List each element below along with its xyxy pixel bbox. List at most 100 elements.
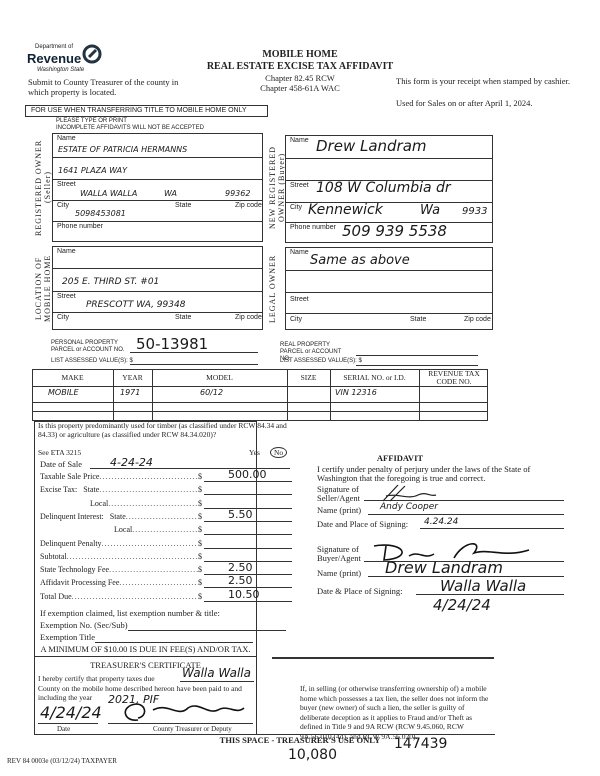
buyer-city-label: City — [290, 204, 303, 211]
fee-label: State Technology Fee — [40, 565, 110, 575]
buyer-state[interactable]: Wa — [420, 203, 441, 218]
fee-value[interactable]: 500.00 — [228, 468, 267, 481]
exemption-no-label: Exemption No. (Sec/Sub) — [40, 620, 128, 630]
fee-label: Local — [90, 498, 109, 508]
fee-leader-dots: ........................................… — [99, 485, 198, 495]
buyer-place[interactable]: Walla Walla — [440, 577, 527, 595]
location-section-label: LOCATION OF MOBILE HOME — [34, 254, 52, 323]
cell-year[interactable]: 1971 — [120, 388, 141, 397]
chapter-rcw: Chapter 82.45 RCW — [265, 73, 335, 83]
dor-logo: Department of Revenue Washington State — [27, 44, 102, 76]
dollar-sign: $ — [198, 578, 202, 588]
seller-city-label: City — [57, 202, 70, 209]
seller-state[interactable]: WA — [164, 189, 177, 198]
seller-zip[interactable]: 99362 — [225, 189, 251, 198]
dollar-sign: $ — [198, 551, 202, 561]
used-for-note: Used for Sales on or after April 1, 2024… — [396, 98, 533, 108]
personal-parcel-value[interactable]: 50-13981 — [136, 335, 209, 353]
seller-name-print[interactable]: Andy Cooper — [380, 502, 439, 512]
buyer-name[interactable]: Drew Landram — [316, 137, 427, 155]
fee-value[interactable]: 2.50 — [228, 574, 253, 588]
dollar-sign: $ — [198, 498, 202, 508]
location-city-label: City — [57, 314, 70, 321]
location-street-label: Street — [57, 293, 76, 300]
fee-label: Subtotal — [40, 551, 67, 561]
seller-signature — [382, 484, 437, 502]
treasurer-line1: I hereby certify that property taxes due — [38, 674, 155, 683]
legal-section-label: LEGAL OWNER — [268, 254, 277, 323]
real-list-value-label: LIST ASSESSED VALUE(S): $ — [280, 358, 362, 364]
cell-serial[interactable]: VIN 12316 — [335, 388, 377, 397]
exemption-intro: If exemption claimed, list exemption num… — [40, 608, 220, 618]
location-street[interactable]: 205 E. THIRD ST. #01 — [62, 277, 160, 287]
buyer-date[interactable]: 4/24/24 — [433, 596, 491, 614]
transfer-notice: FOR USE WHEN TRANSFERRING TITLE TO MOBIL… — [25, 105, 268, 117]
legal-box — [285, 247, 493, 330]
cell-make[interactable]: MOBILE — [48, 388, 79, 397]
dollar-sign: $ — [198, 511, 202, 521]
dollar-sign: $ — [198, 485, 202, 495]
treasurer-county[interactable]: Walla Walla — [182, 666, 251, 680]
seller-name[interactable]: ESTATE OF PATRICIA HERMANNS — [58, 145, 188, 154]
treasurer-signature — [124, 703, 245, 721]
seller-date[interactable]: 4.24.24 — [424, 517, 459, 527]
buyer-zip[interactable]: 9933 — [462, 206, 488, 217]
treasurer-sig-label: County Treasurer or Deputy — [153, 725, 232, 733]
incomplete-note: INCOMPLETE AFFIDAVITS WILL NOT BE ACCEPT… — [56, 125, 204, 131]
personal-list-value-label: LIST ASSESSED VALUE(S): $ — [51, 358, 133, 364]
affidavit-heading: AFFIDAVIT — [376, 453, 424, 463]
seller-street[interactable]: 1641 PLAZA WAY — [58, 166, 128, 175]
fee-leader-dots: ........................................… — [71, 591, 198, 601]
fee-value[interactable]: 10.50 — [228, 587, 260, 601]
minimum-due-notice: A MINIMUM OF $10.00 IS DUE IN FEE(S) AND… — [40, 644, 251, 654]
submit-instructions: Submit to County Treasurer of the county… — [28, 77, 179, 97]
legal-city-label: City — [290, 316, 303, 323]
treasurer-year[interactable]: 2021, PIF — [108, 693, 160, 706]
fee-leader-dots: ........................................… — [109, 565, 198, 575]
seller-section-label: REGISTERED OWNER (Seller) — [34, 139, 52, 236]
tax-computation-box — [34, 421, 257, 735]
fee-value[interactable]: 5.50 — [228, 507, 253, 521]
dollar-sign: $ — [198, 591, 202, 601]
fee-label: Taxable Sale Price — [40, 472, 100, 481]
treasurer-date[interactable]: 4/24/24 — [40, 703, 102, 722]
buyer-section-label: NEW REGISTERED OWNER (Buyer) — [268, 146, 286, 229]
location-city-state-zip[interactable]: PRESCOTT WA, 99348 — [86, 300, 186, 310]
location-name-label: Name — [57, 248, 76, 255]
timber-yes-option[interactable]: Yes — [249, 448, 260, 457]
legal-zip-label: Zip code — [464, 316, 491, 323]
fee-label: Affidavit Processing Fee — [40, 578, 120, 588]
seller-city[interactable]: WALLA WALLA — [80, 189, 138, 198]
legal-name[interactable]: Same as above — [310, 253, 410, 268]
fee-label: Delinquent Interest: State — [40, 511, 126, 521]
buyer-street[interactable]: 108 W Columbia dr — [316, 180, 451, 196]
form-title: MOBILE HOME — [262, 49, 338, 60]
cell-model[interactable]: 60/12 — [200, 388, 224, 397]
seller-street-label: Street — [57, 181, 76, 188]
chapter-wac: Chapter 458-61A WAC — [260, 83, 340, 93]
header-year: YEAR — [122, 373, 143, 382]
seller-phone[interactable]: 5098453081 — [75, 209, 126, 218]
logo-revenue: Revenue — [27, 51, 82, 66]
buyer-street-label: Street — [290, 182, 309, 189]
dollar-sign: $ — [198, 565, 202, 575]
logo-state: Washington State — [37, 67, 85, 73]
timber-no-option-selected[interactable]: No — [270, 447, 288, 458]
legal-state-label: State — [410, 316, 427, 323]
fee-leader-dots: ........................................… — [66, 551, 198, 561]
buyer-city[interactable]: Kennewick — [308, 202, 383, 218]
fee-value[interactable]: 2.50 — [228, 561, 253, 575]
buyer-name-print[interactable]: Drew Landram — [385, 558, 503, 577]
seller-date-label: Date and Place of Signing: — [317, 519, 409, 529]
fee-leader-dots: ........................................… — [108, 498, 198, 508]
affidavit-certify: I certify under penalty of perjury under… — [317, 464, 531, 483]
buyer-phone[interactable]: 509 939 5538 — [342, 222, 447, 240]
fee-row: Affidavit Processing Fee ...............… — [40, 574, 292, 590]
mobile-home-table — [32, 369, 488, 421]
fee-leader-dots: ........................................… — [132, 525, 198, 535]
date-of-sale-value[interactable]: 4-24-24 — [110, 456, 153, 469]
seller-name-print-label: Name (print) — [317, 505, 362, 515]
location-state-label: State — [175, 314, 192, 321]
dollar-sign: $ — [198, 538, 202, 548]
type-print-note: PLEASE TYPE OR PRINT — [56, 118, 127, 124]
